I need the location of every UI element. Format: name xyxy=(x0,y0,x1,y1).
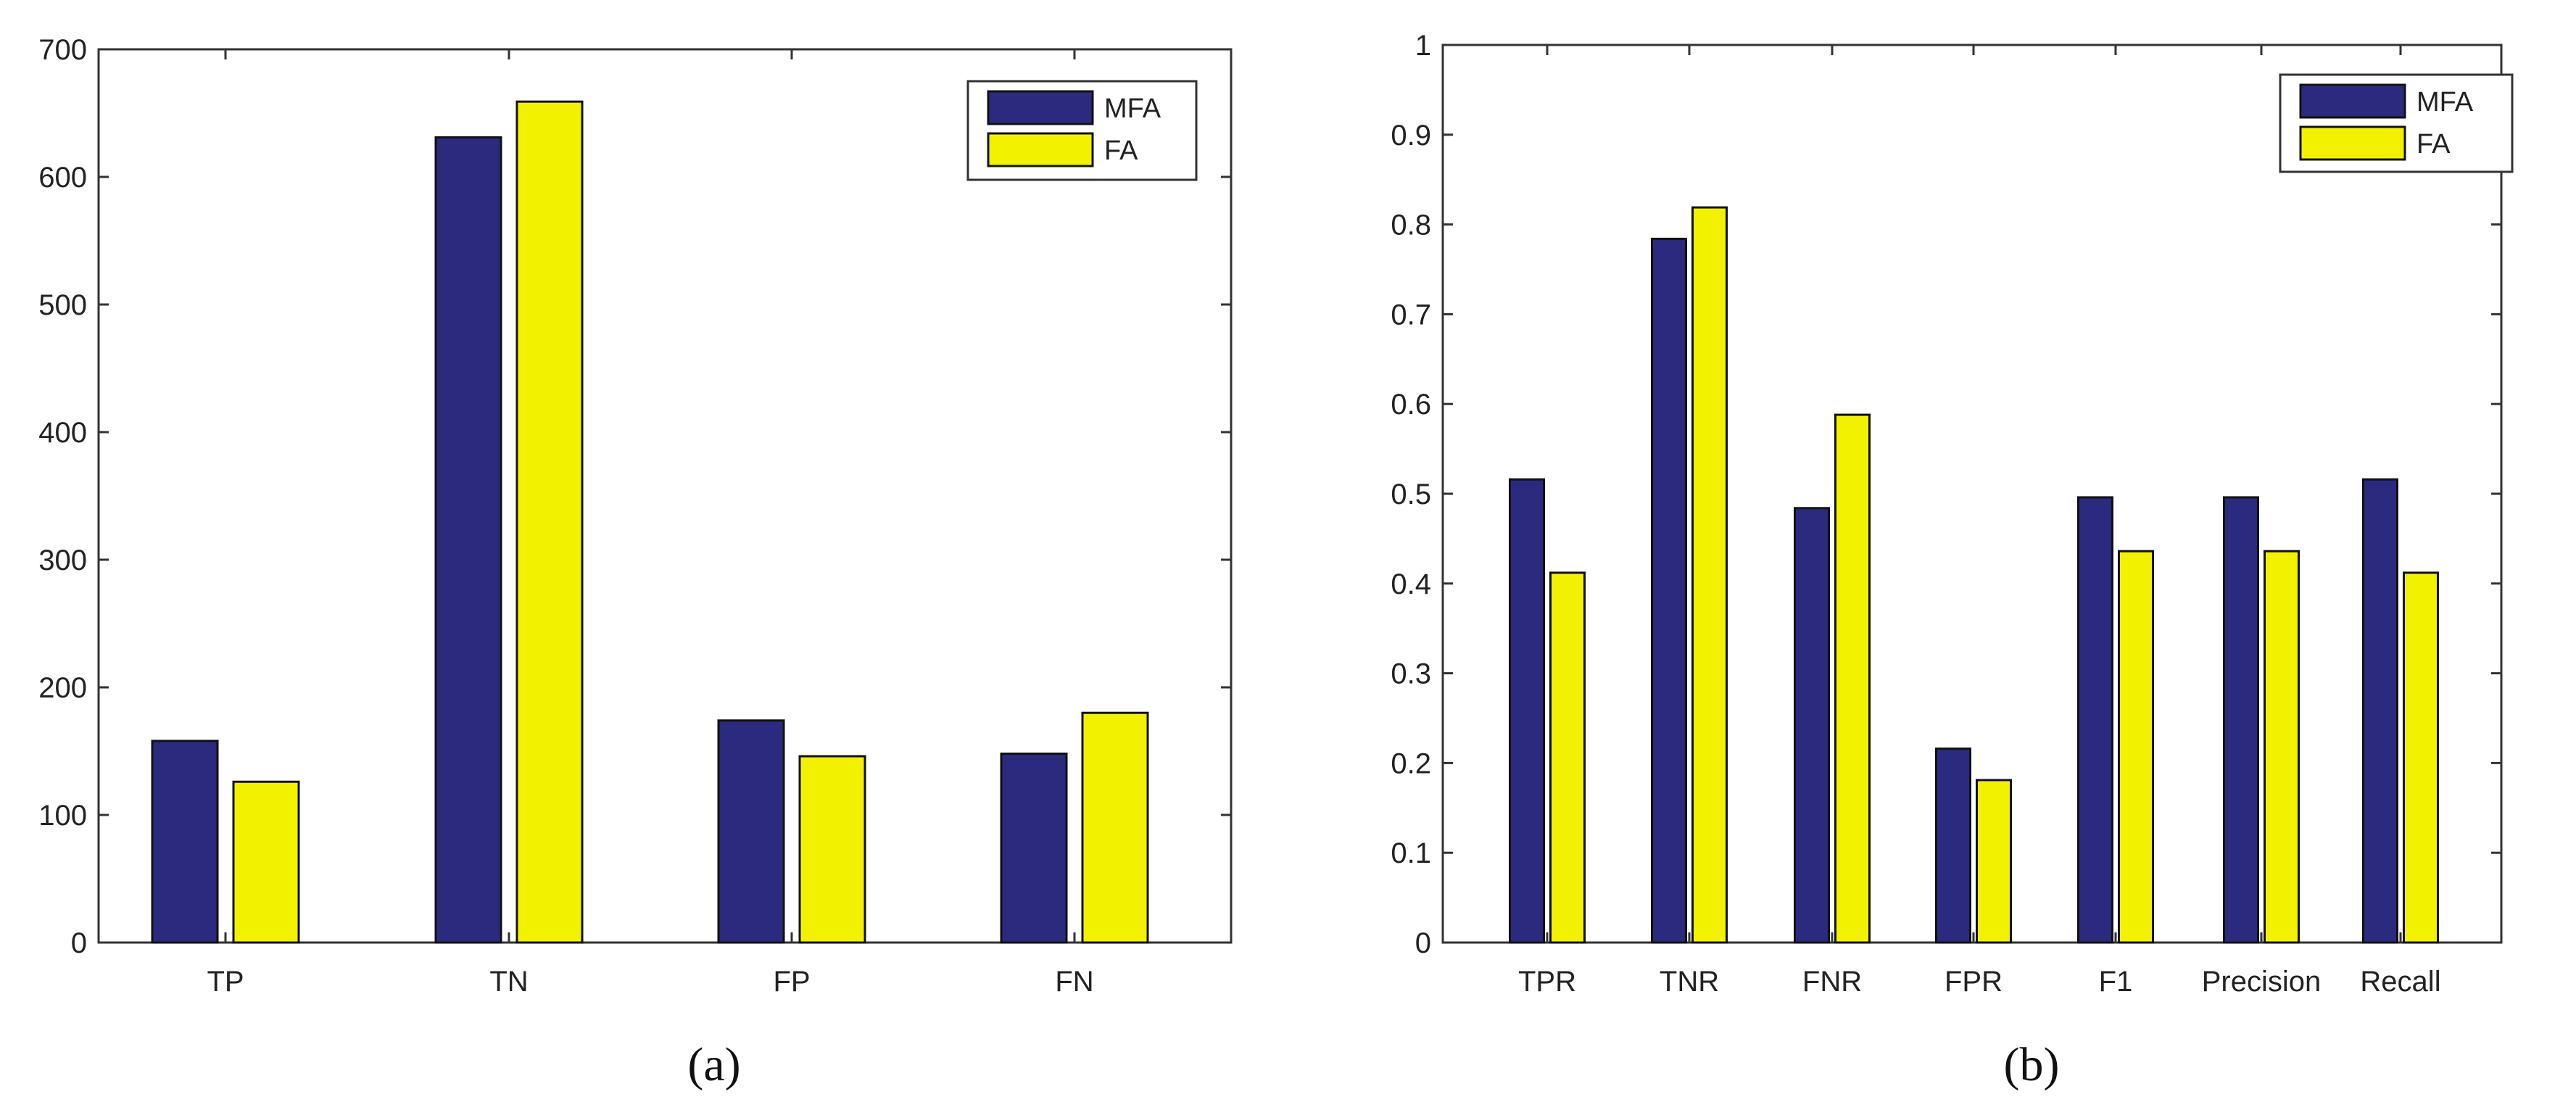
y-tick-label: 500 xyxy=(38,289,87,321)
bar-fa-fpr xyxy=(1976,779,2012,944)
bar-fa-tpr xyxy=(1549,571,1586,944)
x-tick-label: TP xyxy=(207,966,244,998)
bar-fa-fp xyxy=(798,755,866,944)
bar-fa-tnr xyxy=(1691,206,1728,944)
y-tick-label: 0.7 xyxy=(1391,299,1431,331)
y-tick-label: 0.2 xyxy=(1391,748,1431,779)
bar-mfa-tn xyxy=(434,136,502,944)
legend-swatch-fa xyxy=(2299,125,2406,161)
x-tick-label: TPR xyxy=(1518,966,1576,998)
y-tick-label: 700 xyxy=(38,34,87,66)
y-tick-label: 100 xyxy=(38,800,87,832)
bar-mfa-fn xyxy=(1000,753,1068,944)
y-tick-label: 200 xyxy=(38,672,87,704)
legend-swatch-mfa xyxy=(2299,83,2406,119)
plot-area-frame xyxy=(97,48,1233,944)
y-tick-label: 0.4 xyxy=(1391,568,1431,600)
bar-mfa-recall xyxy=(2362,478,2398,944)
y-tick-label: 0.9 xyxy=(1391,120,1431,152)
bar-fa-fn xyxy=(1081,711,1149,944)
legend-label-mfa: MFA xyxy=(2416,87,2474,117)
x-tick-label: TN xyxy=(489,966,528,998)
y-tick-label: 0 xyxy=(1415,927,1431,959)
bar-fa-recall xyxy=(2403,571,2439,944)
y-tick-label: 1 xyxy=(1415,30,1431,62)
y-tick-label: 600 xyxy=(38,162,87,194)
bar-mfa-precision xyxy=(2223,496,2259,944)
x-tick-label: FN xyxy=(1055,966,1093,998)
legend: MFA FA xyxy=(966,80,1198,181)
plot-area-frame xyxy=(1441,44,2503,944)
x-tick-label: FP xyxy=(773,966,810,998)
y-tick-label: 0.1 xyxy=(1391,837,1431,869)
bar-mfa-tpr xyxy=(1509,478,1545,944)
bar-mfa-fpr xyxy=(1935,748,1971,944)
x-tick-label: TNR xyxy=(1660,966,1719,998)
bar-fa-fnr xyxy=(1834,413,1871,944)
x-tick-label: Recall xyxy=(2360,966,2440,998)
bar-mfa-tp xyxy=(151,740,219,944)
y-tick-label: 0.6 xyxy=(1391,389,1431,421)
bar-mfa-f1 xyxy=(2077,496,2113,944)
bar-mfa-fnr xyxy=(1794,507,1830,944)
x-tick-label: FPR xyxy=(1945,966,2003,998)
y-tick-label: 0.3 xyxy=(1391,658,1431,690)
y-tick-label: 300 xyxy=(38,544,87,576)
legend-swatch-fa xyxy=(987,132,1094,167)
bar-fa-f1 xyxy=(2118,550,2154,944)
y-tick-label: 0.5 xyxy=(1391,479,1431,510)
bar-fa-precision xyxy=(2264,550,2300,944)
legend-swatch-mfa xyxy=(987,90,1094,125)
panel-caption: (a) xyxy=(687,1038,740,1091)
chart-panel-a: 0 100 200 300 400 500 600 700 TP TN FP FN MFA FA (a) xyxy=(38,34,1233,1091)
legend-label-fa: FA xyxy=(2416,129,2451,160)
x-tick-label: Precision xyxy=(2202,966,2322,998)
y-tick-label: 0 xyxy=(71,927,87,959)
bar-fa-tp xyxy=(232,780,300,944)
x-tick-label: FNR xyxy=(1802,966,1862,998)
bar-fa-tn xyxy=(515,100,584,944)
legend-label-fa: FA xyxy=(1104,136,1138,166)
x-tick-label: F1 xyxy=(2099,966,2133,998)
legend: MFA FA xyxy=(2279,73,2514,173)
legend-label-mfa: MFA xyxy=(1104,94,1161,124)
bar-mfa-fp xyxy=(717,719,785,944)
y-tick-label: 400 xyxy=(38,417,87,449)
chart-panel-b: 0 0.1 0.2 0.3 0.4 0.5 0.6 0.7 0.8 0.9 1 TPR TNR FNR FP… xyxy=(1391,30,2514,1091)
y-tick-label: 0.8 xyxy=(1391,210,1431,241)
bar-mfa-tnr xyxy=(1651,237,1687,944)
panel-caption: (b) xyxy=(2004,1038,2060,1091)
